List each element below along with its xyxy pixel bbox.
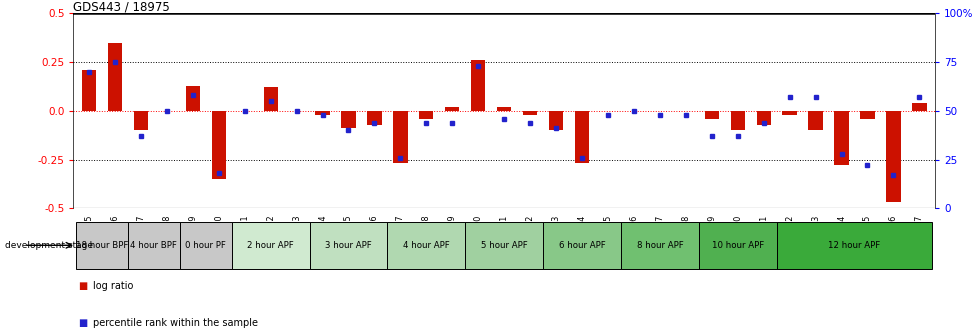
Text: 2 hour APF: 2 hour APF bbox=[247, 241, 293, 250]
Bar bbox=[543, 222, 620, 269]
Bar bbox=[419, 111, 433, 119]
Bar bbox=[522, 111, 537, 115]
Text: 4 hour APF: 4 hour APF bbox=[403, 241, 449, 250]
Bar bbox=[315, 111, 330, 115]
Bar bbox=[180, 222, 232, 269]
Bar bbox=[470, 60, 485, 111]
Bar bbox=[698, 222, 776, 269]
Bar bbox=[445, 107, 459, 111]
Bar bbox=[367, 111, 381, 125]
Bar bbox=[776, 222, 931, 269]
Bar bbox=[465, 222, 543, 269]
Bar bbox=[341, 111, 355, 128]
Bar bbox=[211, 111, 226, 179]
Text: 4 hour BPF: 4 hour BPF bbox=[130, 241, 177, 250]
Bar bbox=[704, 111, 718, 119]
Bar bbox=[82, 70, 96, 111]
Text: 8 hour APF: 8 hour APF bbox=[636, 241, 683, 250]
Bar bbox=[186, 86, 200, 111]
Bar bbox=[108, 43, 122, 111]
Text: 5 hour APF: 5 hour APF bbox=[480, 241, 527, 250]
Bar bbox=[497, 107, 511, 111]
Text: development stage: development stage bbox=[5, 241, 93, 250]
Text: log ratio: log ratio bbox=[93, 281, 133, 291]
Text: 18 hour BPF: 18 hour BPF bbox=[75, 241, 128, 250]
Bar bbox=[309, 222, 387, 269]
Text: 0 hour PF: 0 hour PF bbox=[185, 241, 226, 250]
Bar bbox=[574, 111, 589, 164]
Text: 6 hour APF: 6 hour APF bbox=[558, 241, 604, 250]
Text: ■: ■ bbox=[78, 281, 87, 291]
Bar bbox=[393, 111, 407, 164]
Bar bbox=[549, 111, 562, 130]
Bar bbox=[128, 222, 180, 269]
Text: GDS443 / 18975: GDS443 / 18975 bbox=[73, 0, 170, 13]
Bar bbox=[860, 111, 873, 119]
Text: percentile rank within the sample: percentile rank within the sample bbox=[93, 318, 258, 328]
Bar bbox=[387, 222, 465, 269]
Bar bbox=[76, 222, 128, 269]
Bar bbox=[885, 111, 900, 203]
Bar bbox=[808, 111, 822, 130]
Bar bbox=[756, 111, 770, 125]
Bar bbox=[730, 111, 744, 130]
Text: 10 hour APF: 10 hour APF bbox=[711, 241, 763, 250]
Bar bbox=[911, 103, 925, 111]
Bar bbox=[263, 87, 278, 111]
Text: 12 hour APF: 12 hour APF bbox=[827, 241, 880, 250]
Text: 3 hour APF: 3 hour APF bbox=[325, 241, 372, 250]
Bar bbox=[134, 111, 148, 130]
Bar bbox=[781, 111, 796, 115]
Bar bbox=[833, 111, 848, 165]
Bar bbox=[232, 222, 309, 269]
Text: ■: ■ bbox=[78, 318, 87, 328]
Bar bbox=[620, 222, 698, 269]
